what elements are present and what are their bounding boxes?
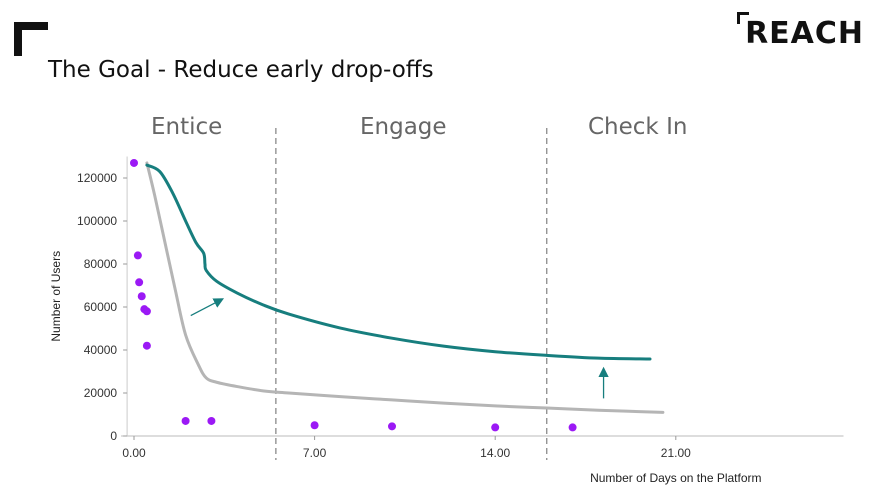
scatter-point [135, 278, 144, 287]
y-tick-label: 20000 [84, 386, 118, 400]
x-tick-label: 7.00 [303, 446, 327, 460]
reach-logo: REACH [737, 12, 864, 52]
phase-label-engage: Engage [360, 114, 447, 140]
x-tick-label: 0.00 [122, 446, 146, 460]
scatter-point [491, 423, 500, 432]
y-tick-label: 40000 [84, 343, 118, 357]
scatter-point [137, 292, 146, 301]
logo-bracket-icon [737, 12, 750, 24]
scatter-point [142, 341, 151, 350]
logo-text: REACH [745, 16, 864, 51]
series-line-1 [145, 161, 665, 414]
improvement-arrow-1 [190, 298, 225, 317]
scatter-point [568, 423, 577, 432]
x-axis-title: Number of Days on the Platform [590, 471, 761, 485]
scatter-point [388, 422, 396, 431]
corner-bracket-mark [14, 22, 48, 56]
y-tick-label: 0 [110, 429, 117, 443]
y-tick-label: 120000 [77, 171, 117, 185]
phase-label-check-in: Check In [588, 114, 688, 140]
slide-title: The Goal - Reduce early drop-offs [48, 57, 434, 83]
scatter-point [133, 251, 142, 260]
scatter-point [142, 307, 151, 316]
scatter-point [130, 158, 138, 167]
y-tick-label: 100000 [77, 214, 117, 228]
y-axis-title: Number of Users [49, 251, 63, 342]
scatter-point [207, 416, 216, 425]
x-tick-label: 14.00 [480, 446, 510, 460]
x-tick-label: 21.00 [661, 446, 691, 460]
scatter-point [310, 421, 319, 430]
series-line-2 [145, 163, 652, 361]
scatter-point [181, 416, 190, 425]
phase-label-entice: Entice [151, 114, 223, 140]
y-tick-label: 60000 [84, 300, 118, 314]
y-tick-label: 80000 [84, 257, 118, 271]
